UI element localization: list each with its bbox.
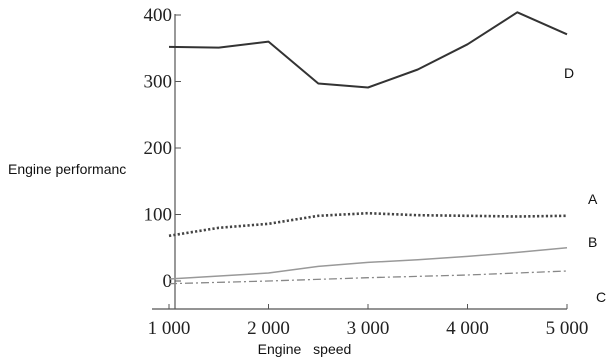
series-label-b: B — [588, 234, 597, 250]
x-tick-label: 3 000 — [347, 318, 390, 339]
y-tick-label: 0 — [163, 271, 173, 292]
series-label-d: D — [564, 65, 574, 81]
x-tick-label: 1 000 — [148, 318, 191, 339]
series-labels: D A B C — [564, 65, 606, 305]
ticks: 0 100 200 300 400 1 000 2 000 3 000 4 000 5 000 — [144, 5, 589, 339]
series-line-a — [168, 211, 568, 238]
series-label-a: A — [588, 191, 598, 207]
series-line-b — [168, 247, 568, 280]
y-tick-label: 300 — [144, 72, 173, 93]
y-tick-label: 400 — [144, 5, 173, 26]
y-tick-label: 200 — [144, 138, 173, 159]
series-line-d — [168, 11, 568, 89]
x-tick-label: 5 000 — [546, 318, 589, 339]
series-label-c: C — [596, 289, 606, 305]
series-lines — [168, 11, 568, 285]
series-line-c — [168, 270, 568, 285]
y-axis-label: Engine performanc — [8, 161, 127, 177]
y-tick-label: 100 — [144, 205, 173, 226]
x-tick-label: 2 000 — [247, 318, 290, 339]
x-axis-label: Engine speed — [257, 341, 352, 357]
axes — [152, 14, 567, 310]
x-tick-label: 4 000 — [446, 318, 489, 339]
